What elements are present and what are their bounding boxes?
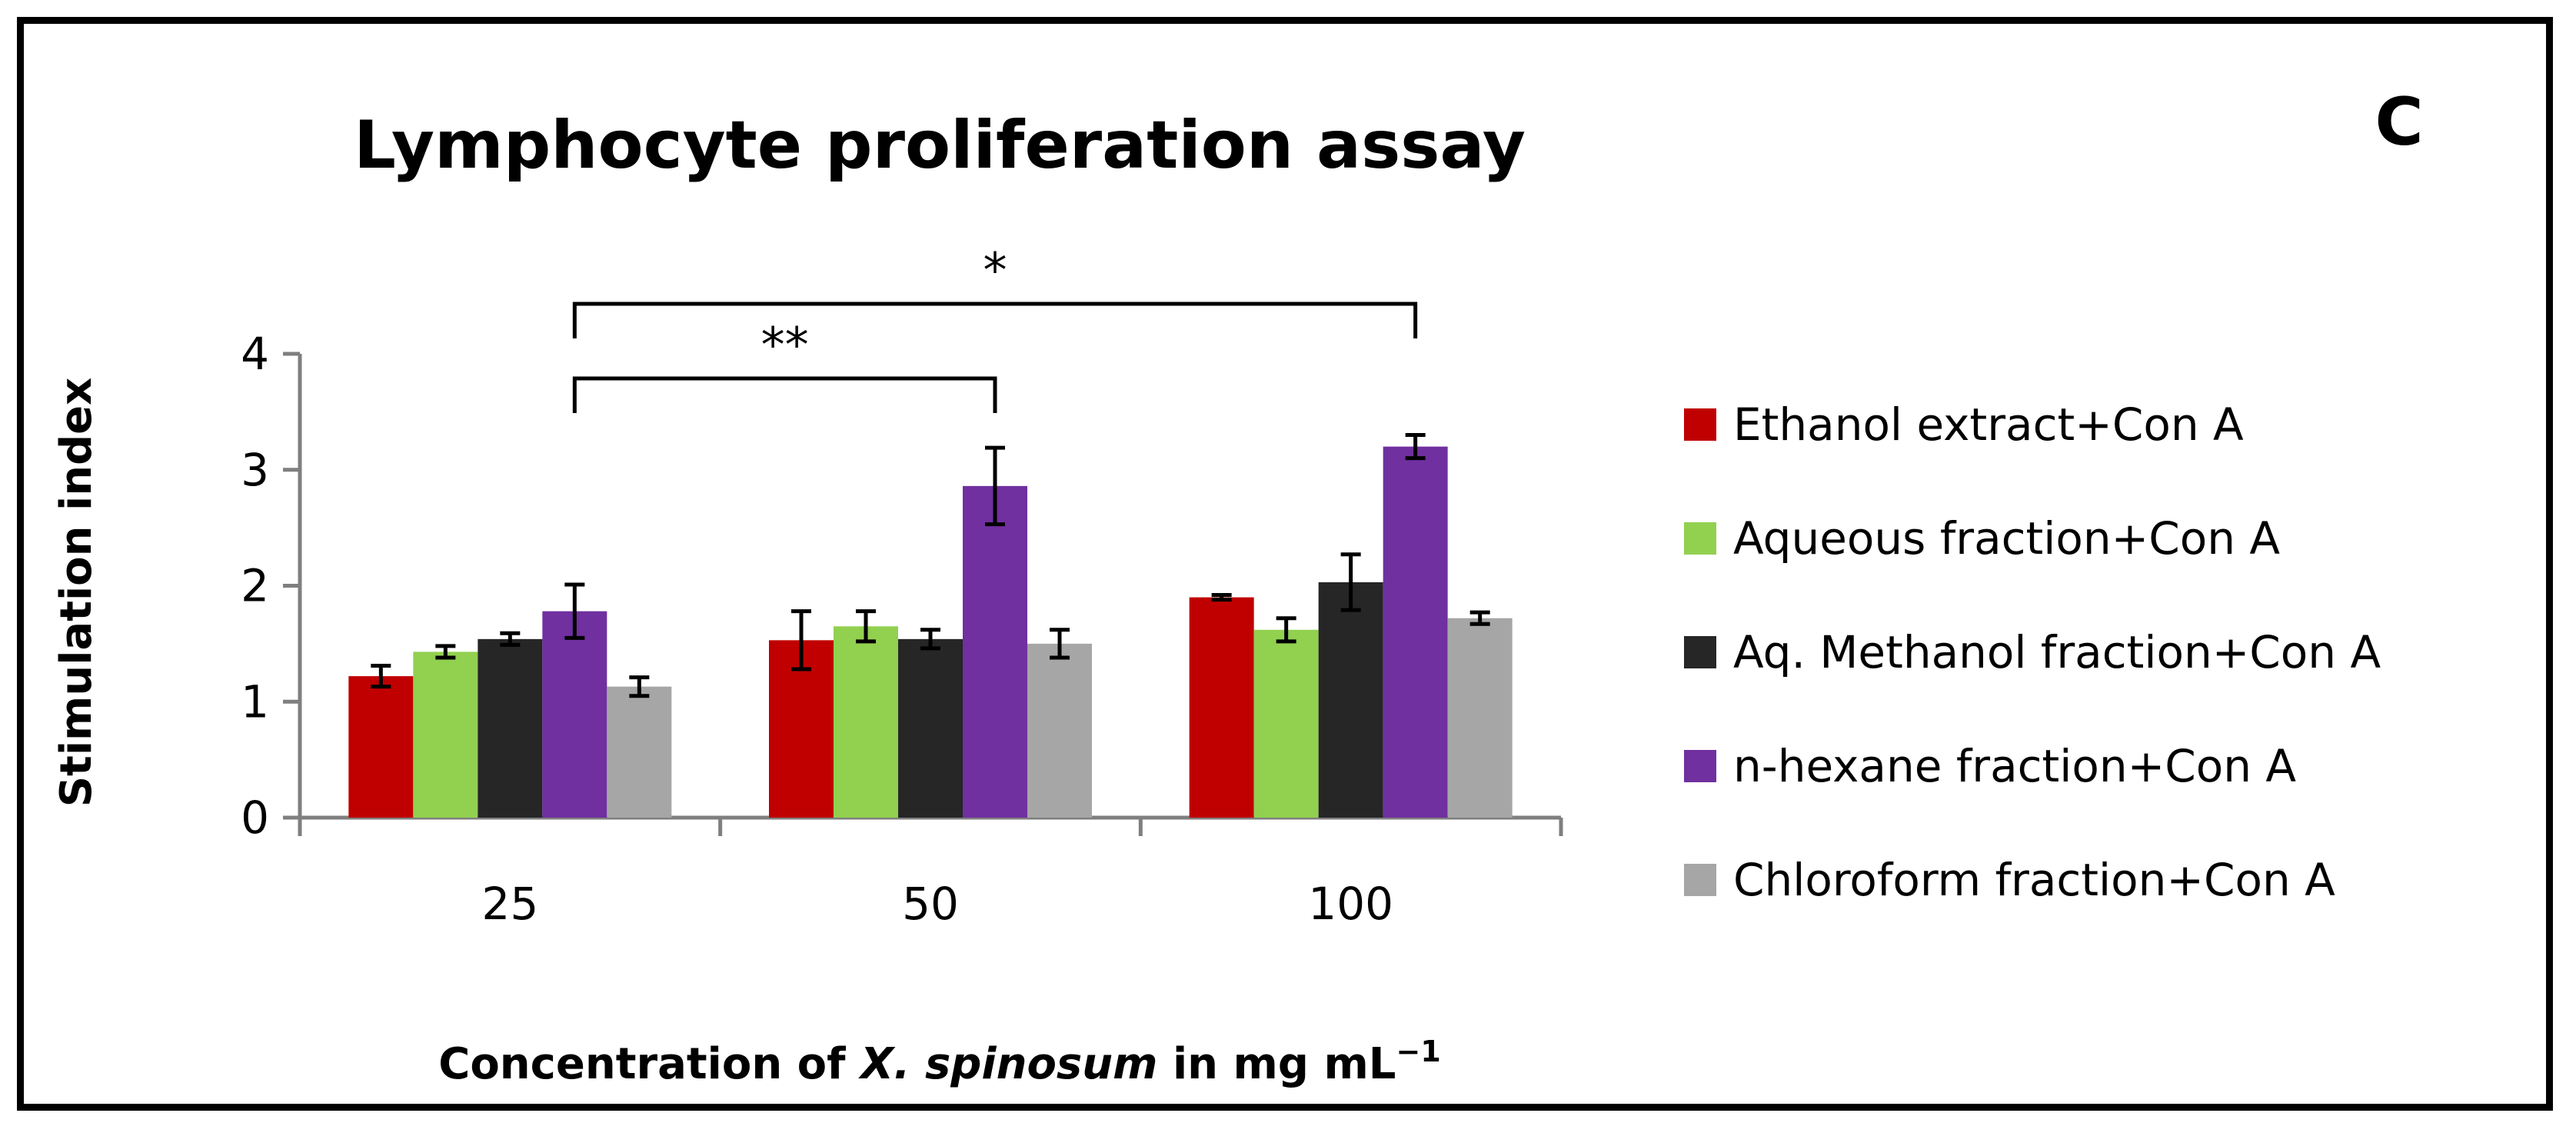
bar bbox=[963, 485, 1027, 818]
y-tick-label: 3 bbox=[241, 444, 269, 496]
bar bbox=[478, 638, 543, 818]
legend-swatch bbox=[1684, 864, 1716, 896]
y-tick-label: 1 bbox=[241, 675, 269, 728]
y-tick-label: 4 bbox=[241, 328, 269, 380]
y-tick-label: 2 bbox=[241, 560, 269, 612]
bar bbox=[1027, 643, 1092, 818]
legend: Ethanol extract+Con A Aqueous fraction+Co… bbox=[1684, 398, 2381, 906]
legend-label: Chloroform fraction+Con A bbox=[1733, 854, 2335, 906]
bar bbox=[1447, 618, 1513, 818]
x-tick-label: 100 bbox=[1308, 878, 1393, 930]
legend-label: n-hexane fraction+Con A bbox=[1733, 740, 2296, 792]
bar bbox=[1318, 581, 1383, 818]
legend-swatch bbox=[1684, 636, 1716, 668]
significance-label: ** bbox=[761, 317, 809, 373]
y-tick-label: 0 bbox=[241, 791, 269, 844]
legend-swatch bbox=[1684, 750, 1716, 782]
legend-label: Aqueous fraction+Con A bbox=[1733, 512, 2280, 565]
legend-swatch bbox=[1684, 522, 1716, 555]
chart-title: Lymphocyte proliferation assay bbox=[354, 107, 1526, 184]
x-axis-title-part: Concentration of bbox=[438, 1039, 860, 1089]
bar bbox=[607, 686, 672, 818]
x-tick-label: 50 bbox=[902, 878, 959, 930]
x-axis-title-unit: in mg mL bbox=[1157, 1039, 1396, 1089]
bar bbox=[1253, 629, 1319, 818]
chart-frame bbox=[17, 17, 2553, 1111]
significance-label: * bbox=[983, 242, 1007, 298]
panel-label: C bbox=[2375, 84, 2423, 161]
bar bbox=[348, 676, 414, 818]
legend-label: Ethanol extract+Con A bbox=[1733, 398, 2244, 451]
x-axis-title: Concentration of X. spinosum in mg mL−1 bbox=[438, 1035, 1441, 1089]
legend-swatch bbox=[1684, 408, 1716, 441]
x-tick-label: 25 bbox=[481, 878, 538, 930]
bar bbox=[834, 626, 898, 818]
bar bbox=[1383, 446, 1448, 818]
bar bbox=[898, 638, 963, 818]
significance-bracket bbox=[572, 376, 997, 413]
x-axis-title-species: X. spinosum bbox=[858, 1039, 1157, 1089]
y-axis-title: Stimulation index bbox=[52, 378, 102, 808]
x-axis-title-exponent: −1 bbox=[1396, 1035, 1441, 1068]
bar bbox=[413, 651, 478, 818]
bar bbox=[1189, 597, 1254, 818]
significance-bracket bbox=[572, 302, 1418, 338]
bar bbox=[542, 611, 607, 818]
legend-label: Aq. Methanol fraction+Con A bbox=[1733, 626, 2381, 678]
